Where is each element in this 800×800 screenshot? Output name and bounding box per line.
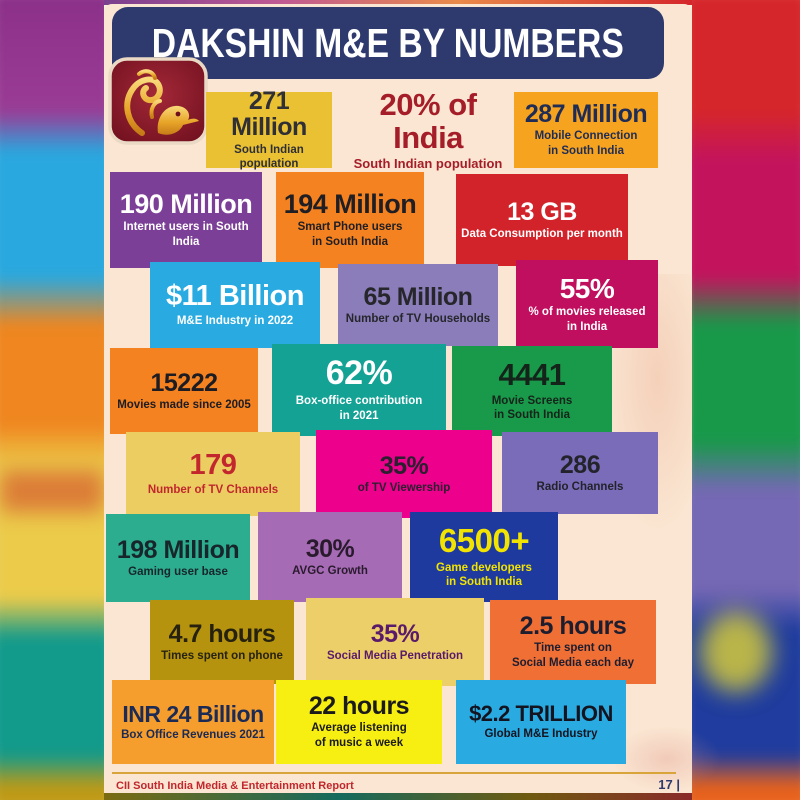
stat-value: 20% of India	[379, 87, 477, 155]
stat-value: 286	[559, 450, 601, 479]
stat-tv-viewership: 35% of TV Viewership	[316, 430, 492, 518]
stat-value: 194 Million	[283, 189, 417, 220]
stat-label: Smart Phone users in South India	[297, 221, 403, 249]
stat-smartphone: 194 Million Smart Phone users in South In…	[276, 172, 424, 268]
stat-label: Time spent on Social Media each day	[511, 642, 635, 670]
stat-value: 4.7 hours	[168, 619, 276, 648]
stat-social-time: 2.5 hours Time spent on Social Media each…	[490, 600, 656, 684]
background-band-left	[0, 0, 104, 800]
background-blur-right	[692, 0, 800, 800]
stat-label: Game developers in South India	[436, 561, 532, 589]
background-yellow-blob	[700, 612, 772, 692]
stat-india-share: 20% of India South Indian population	[348, 88, 508, 171]
stat-label: Number of TV Households	[345, 312, 491, 325]
footer-report-title: CII South India Media & Entertainment Re…	[116, 780, 354, 792]
stat-label: Internet users in South India	[123, 221, 249, 249]
stat-label: % of movies released in India	[528, 305, 646, 333]
stat-label: Radio Channels	[536, 480, 624, 493]
stat-radio-channels: 286 Radio Channels	[502, 432, 658, 514]
footer-page-number: 17 |	[658, 777, 680, 792]
stat-label: Mobile Connection in South India	[534, 130, 638, 158]
stat-value: 15222	[150, 368, 218, 397]
background-red-streak	[0, 470, 104, 512]
stat-value: 287 Million	[524, 100, 648, 129]
page-title: DAKSHIN M&E BY NUMBERS	[152, 19, 624, 66]
stat-music-listening: 22 hours Average listening of music a wee…	[276, 680, 442, 764]
bottom-edge-strip	[104, 793, 692, 800]
stat-label: Social Media Penetration	[326, 649, 464, 662]
stat-value: INR 24 Billion	[122, 700, 264, 727]
stat-value: 35%	[370, 619, 420, 648]
stat-gaming-users: 198 Million Gaming user base	[106, 514, 250, 602]
stat-label: Times spent on phone	[161, 649, 283, 662]
stat-value: 55%	[559, 272, 615, 304]
stat-label: Box-office contribution in 2021	[295, 395, 423, 422]
stat-label: of TV Viewership	[357, 481, 451, 494]
stat-value: 30%	[305, 534, 355, 563]
stat-movies-share: 55%% of movies released in India	[516, 260, 658, 348]
stat-value: 4441	[498, 357, 566, 392]
stat-label: South Indian population	[353, 156, 503, 172]
stat-label: Global M&E Industry	[484, 728, 598, 741]
stat-me-industry: $11 Billion M&E Industry in 2022	[150, 262, 320, 348]
stat-label: M&E Industry in 2022	[176, 314, 294, 327]
stat-avgc-growth: 30% AVGC Growth	[258, 512, 402, 602]
stat-value: 2.5 hours	[519, 612, 627, 641]
stat-movie-screens: 4441 Movie Screens in South India	[452, 346, 612, 436]
stat-value: 62%	[325, 354, 393, 393]
stat-label: South Indian population	[234, 143, 304, 171]
stat-value: 190 Million	[119, 189, 253, 220]
stat-value: 65 Million	[363, 282, 473, 311]
stat-label: AVGC Growth	[292, 564, 368, 577]
stat-movies-made: 15222 Movies made since 2005	[110, 348, 258, 434]
stat-value: 179	[189, 449, 237, 482]
footer-rule	[112, 772, 676, 774]
top-edge-strip	[104, 0, 692, 5]
stat-label: Average listening of music a week	[311, 722, 407, 750]
stat-global-industry: $2.2 TRILLION Global M&E Industry	[456, 680, 626, 764]
background-blur-left	[0, 0, 104, 800]
stat-value: 271 Million	[231, 87, 307, 142]
stat-value: 35%	[379, 451, 429, 480]
stat-mobile: 287 Million Mobile Connection in South In…	[514, 92, 658, 168]
stat-label: Gaming user base	[128, 565, 228, 578]
stat-label: Movies made since 2005	[117, 398, 251, 411]
stat-label: Data Consumption per month	[461, 227, 623, 240]
stat-phone-time: 4.7 hours Times spent on phone	[150, 600, 294, 684]
stat-tv-households: 65 Million Number of TV Households	[338, 264, 498, 346]
stat-value: 198 Million	[116, 535, 240, 564]
stat-label: Box Office Revenues 2021	[121, 728, 265, 741]
stat-population: 271 Million South Indian population	[206, 88, 332, 170]
stat-social-penetration: 35% Social Media Penetration	[306, 598, 484, 686]
dakshin-logo	[108, 57, 208, 145]
stat-value: 22 hours	[308, 692, 410, 721]
stat-value: 6500+	[438, 521, 530, 559]
stat-data-consumption: 13 GB Data Consumption per month	[456, 174, 628, 266]
stat-tv-channels: 179 Number of TV Channels	[126, 432, 300, 516]
dakshin-emblem-icon	[108, 57, 208, 145]
stat-internet: 190 Million Internet users in South India	[110, 172, 262, 268]
stat-box-office-share: 62% Box-office contribution in 2021	[272, 344, 446, 436]
stat-box-office-revenue: INR 24 Billion Box Office Revenues 2021	[112, 680, 274, 764]
stat-game-developers: 6500+ Game developers in South India	[410, 512, 558, 602]
stat-value: 13 GB	[507, 197, 577, 226]
report-page: DAKSHIN M&E BY NUMBERS	[104, 4, 722, 793]
stat-label: Number of TV Channels	[147, 483, 279, 496]
stat-value: $11 Billion	[166, 280, 304, 313]
stat-label: Movie Screens in South India	[491, 394, 573, 422]
stat-value: $2.2 TRILLION	[469, 701, 613, 727]
